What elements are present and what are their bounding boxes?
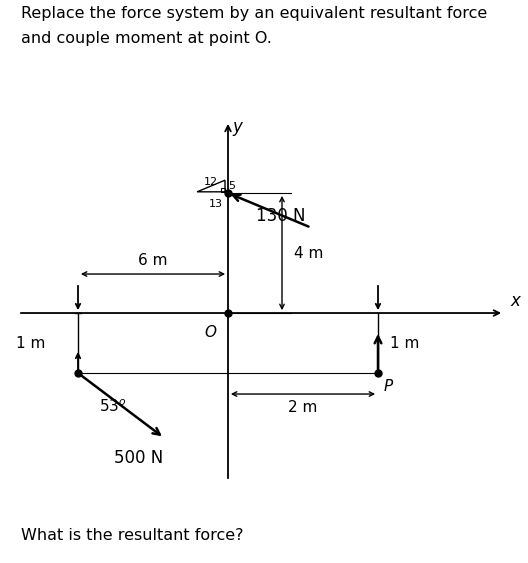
Text: O: O xyxy=(204,325,216,340)
Text: P: P xyxy=(384,379,393,394)
Text: 130 N: 130 N xyxy=(256,207,305,225)
Text: 13: 13 xyxy=(209,199,223,209)
Text: x: x xyxy=(510,292,520,310)
Text: 1 m: 1 m xyxy=(16,336,45,351)
Text: y: y xyxy=(233,118,243,136)
Text: 6 m: 6 m xyxy=(138,253,168,268)
Text: 12: 12 xyxy=(204,177,218,187)
Text: 53$^o$: 53$^o$ xyxy=(99,398,127,415)
Text: 2 m: 2 m xyxy=(288,400,318,415)
Text: 5: 5 xyxy=(229,181,235,191)
Text: 4 m: 4 m xyxy=(294,245,323,261)
Text: What is the resultant force?: What is the resultant force? xyxy=(21,528,243,543)
Text: 1 m: 1 m xyxy=(390,336,419,351)
Text: 500 N: 500 N xyxy=(114,449,163,467)
Text: and couple moment at point O.: and couple moment at point O. xyxy=(21,31,272,46)
Text: Replace the force system by an equivalent resultant force: Replace the force system by an equivalen… xyxy=(21,6,487,21)
